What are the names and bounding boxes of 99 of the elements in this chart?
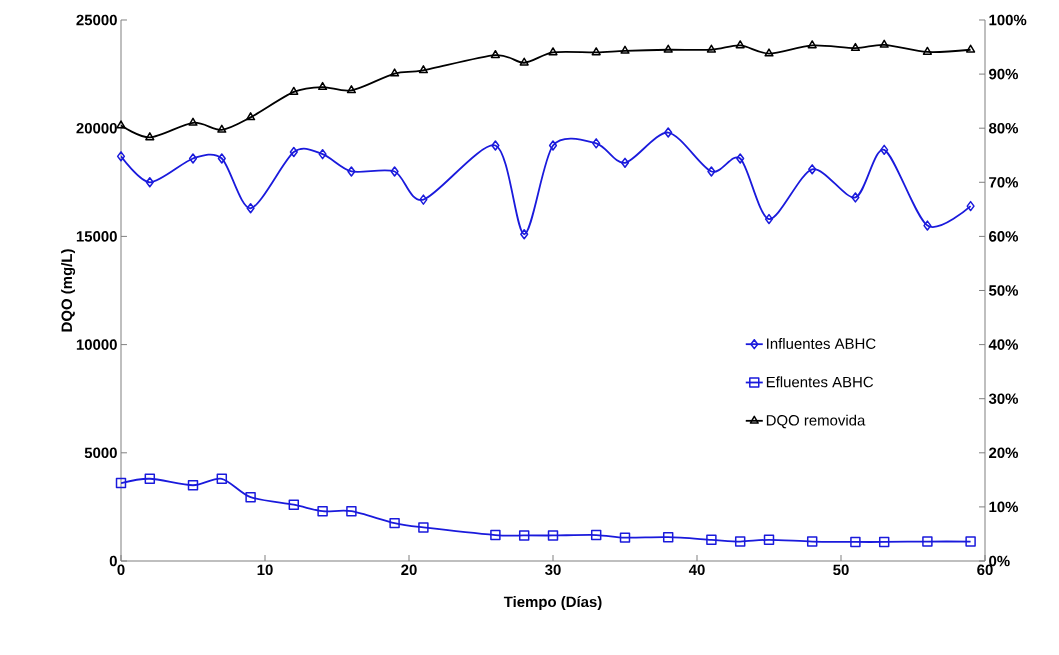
point — [922, 536, 933, 547]
point — [346, 85, 357, 94]
y-tick-label: 15000 — [76, 231, 117, 242]
point — [548, 47, 558, 56]
point — [879, 39, 889, 48]
point — [418, 65, 429, 74]
point — [591, 47, 601, 56]
point — [736, 153, 745, 164]
point — [188, 117, 198, 126]
point — [592, 138, 601, 149]
y2-tick-label: 20% — [989, 447, 1019, 459]
x-tick-label: 50 — [833, 564, 849, 576]
point — [548, 140, 558, 151]
point — [923, 220, 932, 231]
point — [317, 505, 328, 517]
point — [389, 68, 400, 77]
point — [620, 45, 630, 54]
point — [662, 531, 674, 543]
point — [664, 127, 673, 138]
y-tick-label: 25000 — [76, 14, 117, 26]
point — [520, 229, 529, 240]
point — [317, 81, 328, 91]
point — [419, 194, 428, 205]
point — [217, 153, 226, 164]
point — [966, 200, 975, 212]
x-tick-label: 30 — [545, 564, 561, 576]
point — [145, 177, 154, 188]
point — [217, 124, 227, 133]
x-tick-label: 0 — [117, 564, 125, 576]
x-tick-label: 20 — [401, 564, 417, 576]
point — [808, 164, 817, 175]
point — [764, 213, 774, 225]
point — [519, 57, 529, 66]
point — [418, 522, 429, 533]
point — [318, 148, 327, 160]
y2-tick-label: 90% — [989, 68, 1019, 80]
y-tick-label: 20000 — [76, 122, 117, 134]
point — [347, 166, 356, 177]
y2-tick-label: 70% — [989, 177, 1019, 188]
point — [246, 203, 255, 214]
point — [706, 44, 717, 53]
point — [735, 40, 745, 49]
point — [547, 530, 559, 541]
y-tick-label: 0 — [109, 555, 117, 567]
point — [346, 505, 357, 517]
y-tick-label: 5000 — [84, 447, 117, 459]
point — [289, 86, 299, 95]
point — [389, 517, 400, 529]
y2-tick-label: 30% — [988, 393, 1019, 404]
point — [187, 480, 199, 491]
point — [850, 536, 861, 548]
point — [965, 536, 976, 547]
point — [619, 532, 631, 543]
point — [880, 144, 889, 156]
point — [590, 529, 602, 541]
point — [850, 42, 861, 52]
point — [115, 477, 127, 489]
point — [216, 473, 228, 484]
x-axis-title: Tiempo (Días) — [503, 595, 602, 611]
point — [663, 44, 673, 53]
y-tick-label: 10000 — [76, 339, 117, 350]
legend-label: Efluentes ABHC — [766, 376, 874, 388]
y2-tick-label: 10% — [989, 501, 1019, 513]
point — [922, 46, 933, 55]
y2-tick-label: 50% — [988, 285, 1019, 296]
point — [490, 49, 501, 59]
point — [734, 536, 746, 547]
y2-tick-label: 40% — [988, 339, 1019, 350]
y-axis-title: DQO (mg/L) — [61, 249, 76, 332]
point — [245, 112, 256, 121]
point — [706, 534, 717, 546]
y2-tick-label: 80% — [988, 122, 1019, 134]
point — [620, 157, 630, 169]
point — [707, 166, 716, 177]
point — [518, 530, 530, 541]
y2-tick-label: 100% — [989, 14, 1027, 26]
point — [145, 132, 155, 141]
point — [806, 536, 818, 547]
point — [188, 153, 198, 164]
point — [851, 192, 860, 203]
point — [144, 473, 156, 484]
x-tick-label: 10 — [257, 564, 273, 576]
point — [289, 146, 298, 158]
point — [491, 140, 500, 151]
point — [245, 491, 256, 503]
point — [878, 536, 890, 548]
point — [288, 499, 300, 510]
point — [116, 120, 126, 129]
legend-label: Influentes ABHC — [767, 338, 876, 349]
point — [807, 40, 817, 49]
point — [490, 529, 501, 541]
point — [390, 166, 399, 177]
legend-label: DQO removida — [766, 414, 866, 429]
point — [116, 151, 126, 162]
x-tick-label: 40 — [688, 564, 705, 576]
y2-tick-label: 60% — [989, 231, 1019, 242]
point — [763, 534, 775, 546]
point — [764, 48, 774, 57]
point — [965, 44, 976, 53]
